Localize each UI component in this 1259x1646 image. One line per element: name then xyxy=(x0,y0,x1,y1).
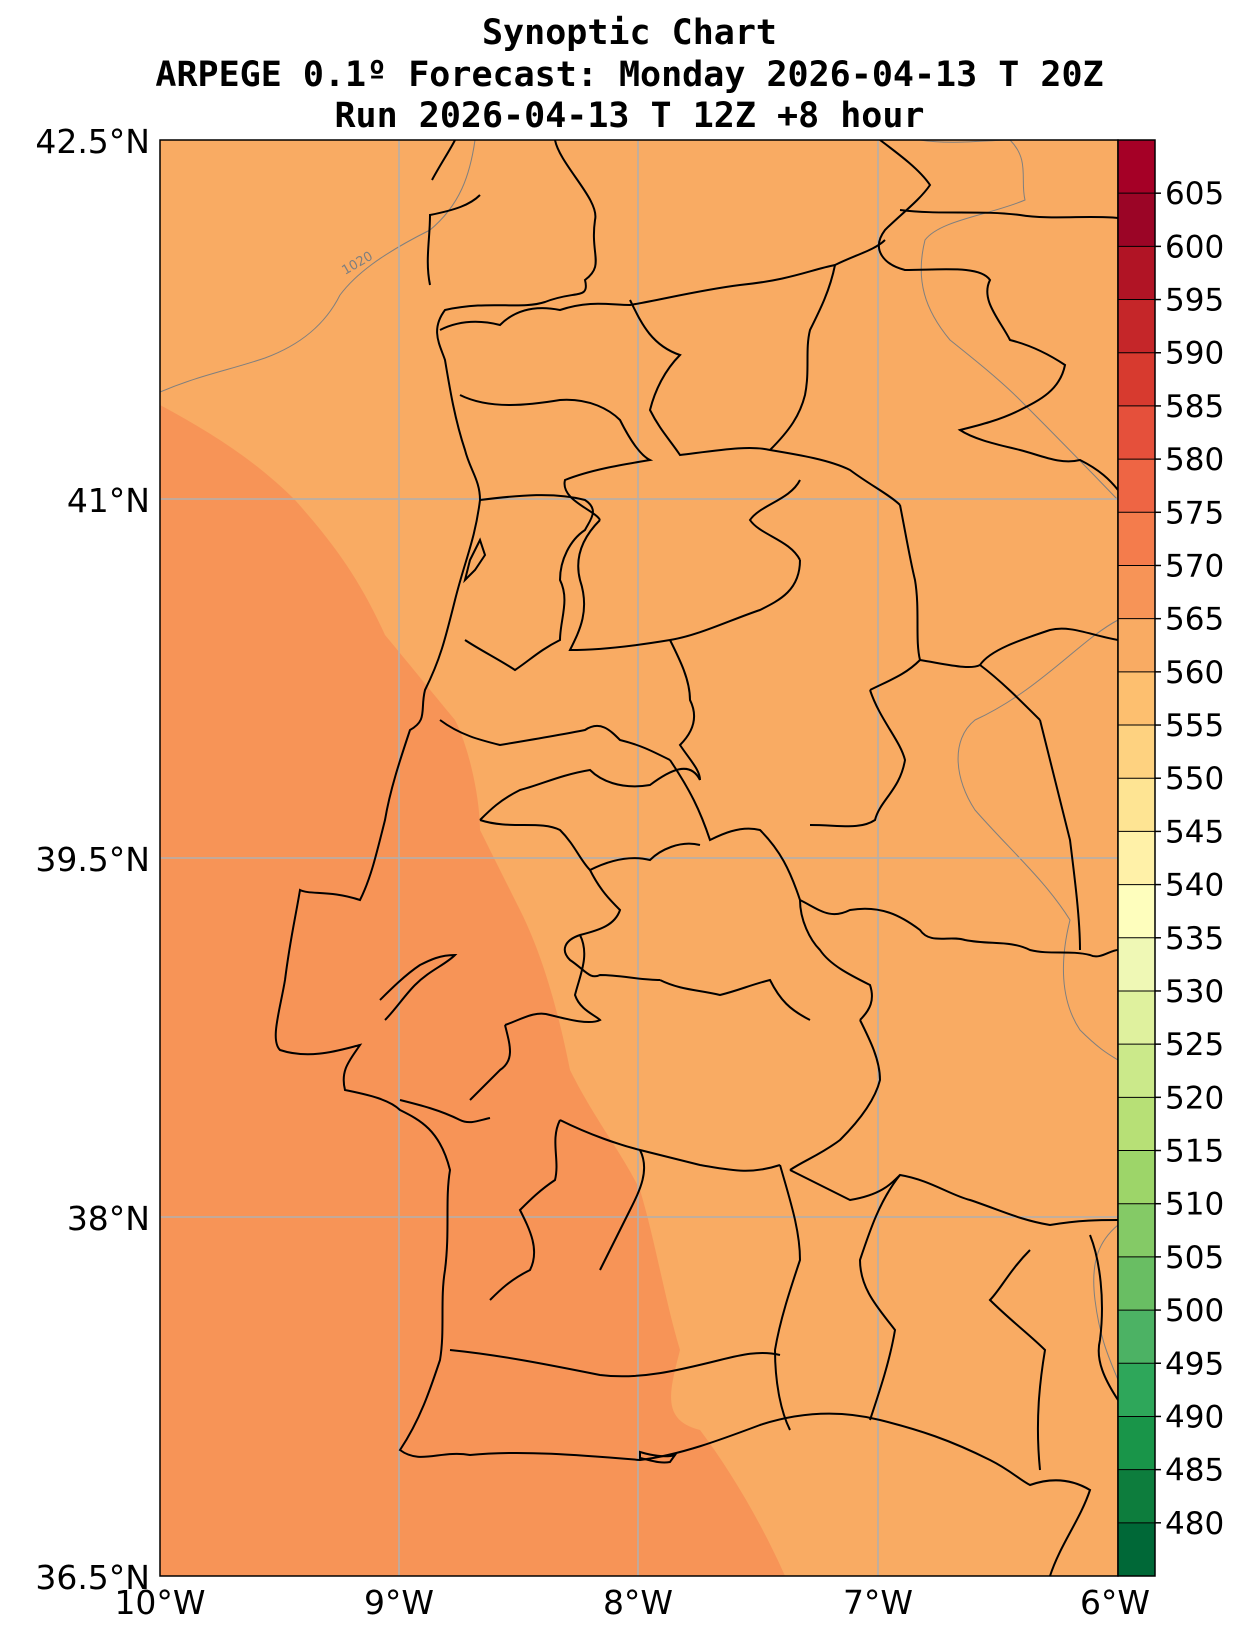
colorbar-swatch xyxy=(1118,405,1155,460)
coastline xyxy=(274,140,1092,1576)
colorbar-label: 520 xyxy=(1165,1080,1224,1116)
colorbar-swatch xyxy=(1118,1044,1155,1098)
colorbar-swatch xyxy=(1118,725,1155,779)
colorbar-swatch xyxy=(1118,831,1155,886)
chart-title-line1: Synoptic Chart xyxy=(481,13,777,53)
colorbar-swatch xyxy=(1118,512,1155,566)
isobar-line xyxy=(957,619,1118,1061)
colorbar-label: 555 xyxy=(1165,708,1224,744)
lat-tick-label: 39.5°N xyxy=(35,840,150,879)
colorbar-label: 485 xyxy=(1165,1453,1224,1489)
colorbar-swatch xyxy=(1118,1310,1155,1364)
colorbar-label: 500 xyxy=(1165,1293,1224,1329)
colorbar-label: 595 xyxy=(1165,283,1224,319)
colorbar-swatch xyxy=(1118,1256,1155,1311)
colorbar-label: 490 xyxy=(1165,1399,1224,1435)
colorbar-label: 570 xyxy=(1165,548,1224,584)
colorbar-swatch xyxy=(1118,193,1155,247)
colorbar-label: 600 xyxy=(1165,229,1224,265)
colorbar-swatch xyxy=(1118,884,1155,939)
admin-boundaries xyxy=(426,140,1118,1471)
colorbar-label: 535 xyxy=(1165,921,1224,957)
colorbar-label: 580 xyxy=(1165,442,1224,478)
colorbar-swatch xyxy=(1118,618,1155,673)
colorbar-swatch xyxy=(1118,1203,1155,1258)
lon-tick-label: 8°W xyxy=(603,1583,673,1622)
colorbar-label: 575 xyxy=(1165,495,1224,531)
colorbar-label: 525 xyxy=(1165,1027,1224,1063)
colorbar-frame xyxy=(1117,139,1156,1577)
colorbar-label: 560 xyxy=(1165,655,1224,691)
chart-title-line2: ARPEGE 0.1º Forecast: Monday 2026-04-13 … xyxy=(155,55,1104,95)
colorbar-label: 550 xyxy=(1165,761,1224,797)
lat-axis: 42.5°N 41°N 39.5°N 38°N 36.5°N xyxy=(35,122,150,1597)
map-canvas: 1020 xyxy=(160,140,1118,1576)
colorbar-swatch xyxy=(1118,140,1155,194)
lon-tick-label: 9°W xyxy=(364,1583,434,1622)
colorbar-swatch xyxy=(1118,352,1155,407)
colorbar-swatch xyxy=(1118,1522,1155,1577)
colorbar: 480 485 490 495 500 505 510 515 520 525 530 535 540 5… xyxy=(1117,139,1224,1577)
colorbar-swatch xyxy=(1118,1469,1155,1524)
colorbar-label: 510 xyxy=(1165,1187,1224,1223)
lat-tick-label: 42.5°N xyxy=(35,122,150,161)
colorbar-label: 585 xyxy=(1165,389,1224,425)
lon-tick-label: 6°W xyxy=(1080,1583,1150,1622)
lon-axis: 10°W 9°W 8°W 7°W 6°W xyxy=(114,1583,1150,1622)
colorbar-swatch xyxy=(1118,1416,1155,1471)
colorbar-swatch xyxy=(1118,1150,1155,1205)
colorbar-label: 530 xyxy=(1165,974,1224,1010)
ria-formosa xyxy=(639,1450,678,1464)
ria-aveiro xyxy=(463,537,487,584)
isobar-line xyxy=(160,140,476,393)
colorbar-label: 590 xyxy=(1165,336,1224,372)
colorbar-label: 605 xyxy=(1165,176,1224,212)
lat-tick-label: 36.5°N xyxy=(35,1558,150,1597)
colorbar-swatch xyxy=(1118,671,1155,726)
colorbar-swatch xyxy=(1118,299,1155,354)
colorbar-label: 540 xyxy=(1165,868,1224,904)
colorbar-label: 565 xyxy=(1165,602,1224,638)
lat-tick-label: 38°N xyxy=(67,1199,150,1238)
field-band-570-575 xyxy=(160,405,785,1576)
estuary-outline xyxy=(379,953,491,1124)
colorbar-swatch xyxy=(1118,778,1155,832)
colorbar-swatch xyxy=(1118,459,1155,513)
colorbar-swatch xyxy=(1118,1097,1155,1152)
colorbar-swatch xyxy=(1118,937,1155,992)
colorbar-label: 545 xyxy=(1165,814,1224,850)
colorbar-label: 495 xyxy=(1165,1346,1224,1382)
lat-tick-label: 41°N xyxy=(67,481,150,520)
colorbar-swatch xyxy=(1118,565,1155,620)
colorbar-label: 505 xyxy=(1165,1240,1224,1276)
chart-title-line3: Run 2026-04-13 T 12Z +8 hour xyxy=(334,96,925,136)
colorbar-swatch xyxy=(1118,246,1155,301)
colorbar-label: 515 xyxy=(1165,1134,1224,1170)
colorbar-label: 480 xyxy=(1165,1506,1224,1542)
lon-tick-label: 7°W xyxy=(843,1583,913,1622)
colorbar-swatch xyxy=(1118,1363,1155,1417)
colorbar-swatch xyxy=(1118,990,1155,1045)
lon-tick-label: 10°W xyxy=(114,1583,205,1622)
isobar-line xyxy=(1093,1224,1118,1381)
